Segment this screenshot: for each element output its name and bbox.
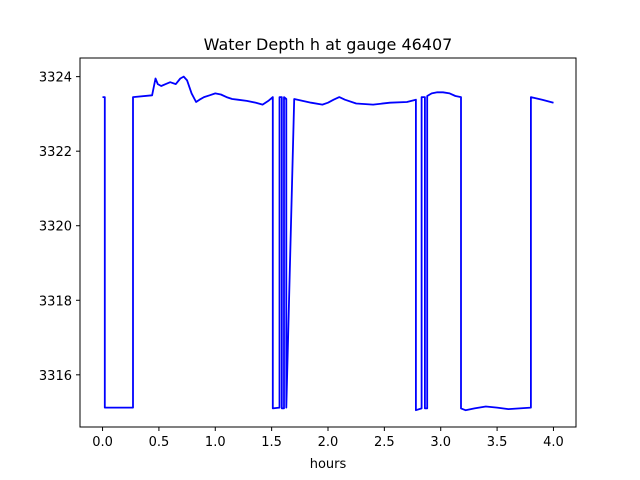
y-tick-label: 3320 bbox=[39, 220, 72, 235]
x-tick-label: 3.5 bbox=[487, 435, 508, 450]
x-tick-label: 1.5 bbox=[261, 435, 282, 450]
x-tick-label: 2.5 bbox=[374, 435, 395, 450]
series-line bbox=[102, 75, 554, 412]
y-axis-ticks: 3316 3318 3320 3322 3324 bbox=[39, 71, 80, 384]
y-tick-label: 3318 bbox=[39, 294, 72, 309]
y-tick-label: 3316 bbox=[39, 369, 72, 384]
x-axis-ticks: 0.0 0.5 1.0 1.5 2.0 2.5 3.0 3.5 4.0 bbox=[92, 427, 564, 450]
x-tick-label: 1.0 bbox=[205, 435, 226, 450]
x-tick-label: 0.5 bbox=[149, 435, 170, 450]
x-tick-label: 4.0 bbox=[543, 435, 564, 450]
plot-area-frame bbox=[79, 57, 577, 428]
x-tick-label: 0.0 bbox=[92, 435, 113, 450]
chart-title: Water Depth h at gauge 46407 bbox=[204, 35, 453, 54]
x-tick-label: 3.0 bbox=[430, 435, 451, 450]
x-tick-label: 2.0 bbox=[318, 435, 339, 450]
x-axis-label: hours bbox=[310, 457, 347, 472]
series-layer bbox=[102, 75, 554, 412]
y-tick-label: 3324 bbox=[39, 71, 72, 86]
y-tick-label: 3322 bbox=[39, 145, 72, 160]
